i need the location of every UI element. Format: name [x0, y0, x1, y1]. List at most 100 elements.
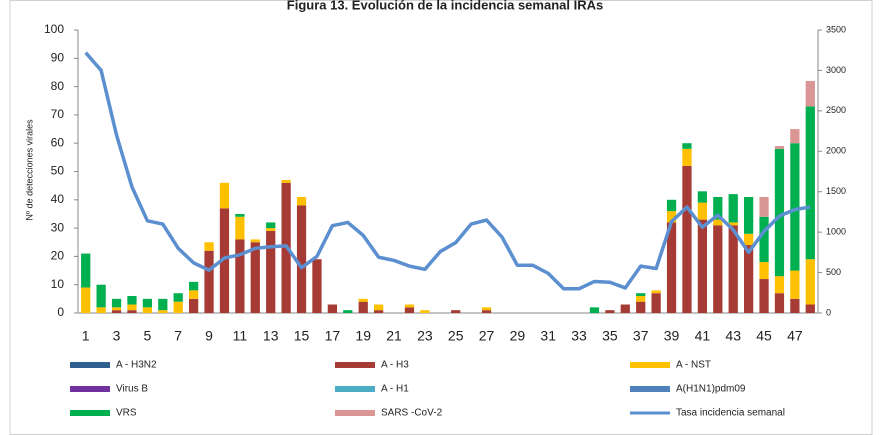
bar-segment [636, 301, 646, 313]
bar-segment [790, 129, 800, 144]
bar-segment [620, 304, 630, 313]
bar-segment [774, 276, 785, 294]
x-tick-label: 47 [787, 328, 803, 344]
bar-segment [605, 310, 615, 313]
bar-segment [713, 219, 723, 226]
bar-segment [790, 298, 800, 313]
x-tick-label: 3 [113, 328, 121, 344]
bar-segment [728, 225, 738, 313]
bar-segment [759, 279, 769, 313]
bar-segment [142, 307, 152, 313]
bar-segment [204, 250, 214, 313]
legend-label: A - H3 [381, 360, 409, 371]
bar-segment [805, 304, 815, 313]
bar-segment [666, 199, 677, 212]
x-tick-label: 11 [233, 328, 248, 344]
x-tick-label: 29 [510, 328, 526, 344]
bar-segment [420, 310, 430, 313]
y-tick-label: 60 [51, 135, 65, 149]
y-tick-label: 70 [51, 107, 65, 121]
x-tick-label: 13 [263, 328, 279, 344]
x-tick-label: 15 [294, 328, 310, 344]
bar-segment [266, 222, 276, 229]
bar-segment [358, 298, 368, 302]
bar-segment [127, 296, 137, 305]
x-tick-label: 35 [602, 328, 618, 344]
bar-segment [481, 310, 492, 313]
bar-segment [266, 230, 276, 313]
bar-segment [651, 293, 661, 313]
x-tick-label: 19 [355, 328, 371, 344]
x-tick-label: 37 [633, 328, 649, 344]
y2-tick-label: 0 [826, 307, 831, 317]
bar-segment [636, 296, 646, 302]
bar-segment [374, 310, 384, 313]
bar-segment [636, 293, 646, 297]
bar-segment [266, 228, 276, 231]
bar-segment [728, 222, 738, 226]
chart-title: Figura 13. Evolución de la incidencia se… [287, 0, 603, 12]
legend-swatch [630, 386, 670, 392]
bar-segment [759, 196, 769, 217]
bar-segment [235, 239, 245, 313]
legend-label: A(H1N1)pdm09 [676, 384, 746, 395]
bar-segment [404, 304, 415, 308]
bar-segment [774, 293, 785, 313]
bar-segment [744, 196, 754, 234]
y-tick-label: 90 [51, 50, 65, 64]
legend: A - H3N2 A - H3 A - NST Virus B A - H1 A(H1N1… [70, 360, 785, 419]
legend-swatch [335, 362, 375, 368]
y-tick-label: 100 [44, 22, 64, 36]
bar-segment [790, 270, 800, 299]
bar-segment [281, 179, 291, 183]
bar-segment [666, 211, 677, 223]
bar-segment [296, 196, 307, 206]
bar-segment [759, 262, 769, 280]
bar-segment [296, 205, 307, 313]
legend-swatch [335, 386, 375, 392]
y-tick-label: 80 [51, 79, 65, 93]
bar-segment [127, 310, 137, 313]
y-tick-label: 0 [57, 305, 64, 319]
bar-segment [697, 219, 707, 313]
bar-segment [173, 301, 183, 313]
legend-label: VRS [116, 408, 137, 419]
bar-segment [713, 225, 723, 313]
x-tick-label: 25 [448, 328, 464, 344]
bar-segment [189, 281, 199, 291]
bar-segment [481, 307, 492, 311]
legend-swatch [70, 362, 110, 368]
bar-segment [682, 143, 692, 149]
bar-segment [682, 148, 692, 166]
y-tick-label: 20 [51, 249, 65, 263]
bar-segment [173, 293, 183, 302]
y-tick-label: 50 [51, 164, 65, 178]
bar-segment [111, 310, 122, 313]
bar-segment [96, 307, 106, 313]
bar-segment [589, 307, 600, 313]
x-tick-label: 33 [571, 328, 587, 344]
legend-swatch [70, 410, 110, 416]
legend-label: SARS -CoV-2 [381, 408, 443, 419]
y-tick-label: 10 [51, 277, 65, 291]
bar-segment [744, 245, 754, 313]
x-tick-label: 39 [664, 328, 680, 344]
bar-segment [774, 146, 785, 149]
y2-tick-label: 3500 [826, 24, 846, 34]
bar-segment [744, 233, 754, 246]
legend-label: Virus B [116, 384, 148, 395]
bar-segment [805, 106, 815, 260]
bar-segment [728, 194, 738, 223]
y2-tick-label: 2000 [826, 146, 846, 156]
y-tick-label: 30 [51, 220, 65, 234]
bar-segment [81, 253, 91, 288]
y-tick-label: 40 [51, 192, 65, 206]
bar-segment [158, 310, 168, 313]
bar-segment [697, 191, 707, 203]
x-tick-label: 23 [417, 328, 433, 344]
legend-label: A - H1 [381, 384, 409, 395]
x-tick-label: 7 [174, 328, 182, 344]
y-axis-label: Nº de detecciones virales [24, 119, 34, 221]
bar-segment [374, 304, 384, 311]
legend-swatch [630, 362, 670, 368]
